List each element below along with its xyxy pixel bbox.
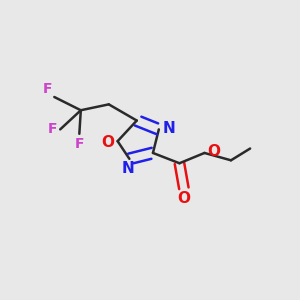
Text: O: O bbox=[177, 191, 190, 206]
Text: N: N bbox=[122, 161, 134, 176]
Text: F: F bbox=[48, 122, 57, 136]
Text: N: N bbox=[162, 121, 175, 136]
Text: F: F bbox=[43, 82, 52, 95]
Text: O: O bbox=[101, 135, 114, 150]
Text: F: F bbox=[75, 137, 84, 151]
Text: O: O bbox=[207, 144, 220, 159]
